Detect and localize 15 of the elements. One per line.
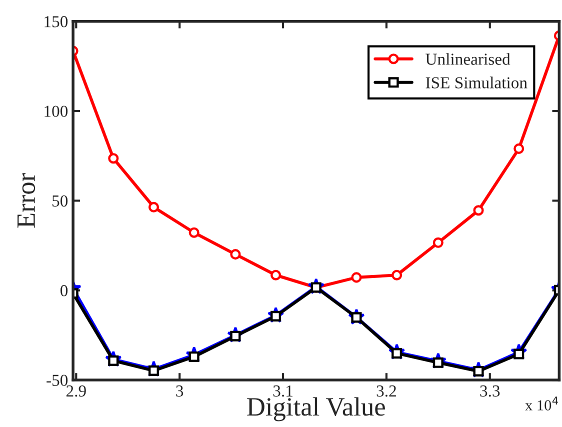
y-tick-label: 150 xyxy=(44,16,68,28)
y-tick-label: 50 xyxy=(52,195,68,207)
y-tick-label: 0 xyxy=(60,285,68,296)
x-tick-label: 3 xyxy=(176,385,184,397)
x-tick-label: 2.9 xyxy=(66,385,86,397)
legend-label: Unlinearised xyxy=(426,53,510,65)
y-tick-label: -50 xyxy=(46,374,68,386)
x-tick-label: 3.2 xyxy=(376,385,396,397)
y-axis-title: Error xyxy=(18,173,36,228)
x-tick-label: 3.3 xyxy=(480,385,500,397)
x-tick-label: 3.1 xyxy=(273,385,292,397)
y-tick-label: 100 xyxy=(44,106,68,117)
legend-label: ISE Simulation xyxy=(426,76,528,88)
text: x 10$^{4}$ xyxy=(525,396,558,410)
x-axis-title: Digital Value xyxy=(247,397,385,422)
